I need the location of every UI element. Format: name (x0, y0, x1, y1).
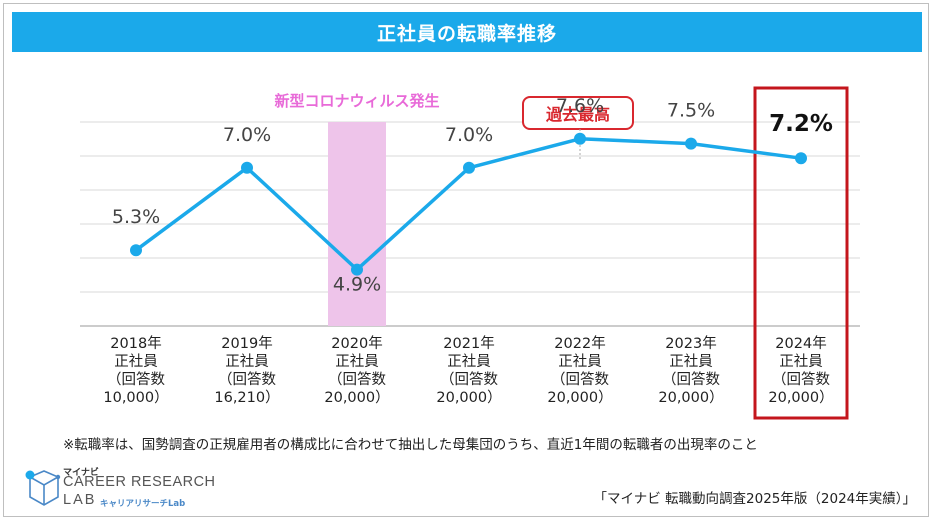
x-tick-label: 2022年 (554, 335, 605, 352)
data-point-2019 (241, 161, 253, 174)
latest-year-highlight-box (753, 86, 849, 420)
x-tick-label: 正社員 (114, 353, 158, 370)
x-tick-label: 正社員 (558, 353, 602, 370)
logo-line2: LAB (63, 492, 97, 508)
value-label-2021: 7.0% (445, 124, 493, 146)
logo-line1: CAREER RESEARCH (63, 474, 216, 490)
x-tick-label: （回答数 (551, 371, 609, 388)
x-tick-label: 16,210） (214, 389, 279, 406)
logo-sub: キャリアリサーチLab (100, 499, 186, 509)
covid-highlight-band (328, 122, 386, 326)
x-tick-label: 正社員 (225, 353, 269, 370)
x-tick-label: 正社員 (669, 353, 713, 370)
source-citation: 「マイナビ 転職動向調査2025年版（2024年実績）」 (593, 491, 916, 507)
value-label-2020: 4.9% (333, 274, 381, 296)
x-tick-label: 2019年 (221, 335, 272, 352)
peak-callout-label: 過去最高 (545, 105, 610, 124)
career-research-lab-logo-icon (25, 470, 61, 506)
footnote: ※転職率は、国勢調査の正規雇用者の構成比に合わせて抽出した母集団のうち、直近1年… (63, 437, 758, 453)
value-label-2022: 7.6% (556, 95, 604, 117)
x-tick-label: （回答数 (107, 371, 165, 388)
x-tick-label: 正社員 (779, 353, 823, 370)
value-label-2023: 7.5% (667, 100, 715, 122)
x-tick-label: 20,000） (547, 389, 612, 406)
x-tick-label: 正社員 (447, 353, 491, 370)
x-tick-label: （回答数 (772, 371, 830, 388)
value-label-2024: 7.2% (769, 111, 833, 137)
x-tick-label: 2020年 (331, 335, 382, 352)
data-point-2020 (351, 263, 363, 276)
data-point-2018 (130, 244, 142, 257)
value-label-2019: 7.0% (223, 124, 271, 146)
x-tick-label: 2021年 (443, 335, 494, 352)
page-title: 正社員の転職率推移 (12, 12, 922, 52)
x-tick-label: （回答数 (328, 371, 386, 388)
line-chart: 新型コロナウィルス発生 過去最高 5.3% 7.0% 4.9% 7.0% 7.6% 7.5… (80, 86, 860, 420)
x-tick-label: 2023年 (665, 335, 716, 352)
x-tick-label: （回答数 (662, 371, 720, 388)
rate-series-line (134, 137, 802, 272)
data-point-2022 (574, 132, 586, 145)
x-tick-label: 20,000） (324, 389, 389, 406)
peak-callout-box (522, 96, 634, 130)
x-tick-label: （回答数 (440, 371, 498, 388)
x-tick-label: （回答数 (218, 371, 276, 388)
x-tick-label: 2018年 (110, 335, 161, 352)
data-point-2024 (795, 152, 807, 165)
covid-label: 新型コロナウィルス発生 (274, 92, 439, 110)
value-label-2018: 5.3% (112, 206, 160, 228)
x-tick-label: 20,000） (658, 389, 723, 406)
x-tick-label: 20,000） (436, 389, 501, 406)
data-point-2023 (685, 137, 697, 150)
x-tick-label: 正社員 (335, 353, 379, 370)
data-point-2021 (463, 161, 475, 174)
x-tick-label: 2024年 (775, 335, 826, 352)
logo-brand: マイナビ (63, 468, 99, 478)
x-tick-label: 20,000） (768, 389, 833, 406)
x-tick-label: 10,000） (103, 389, 168, 406)
